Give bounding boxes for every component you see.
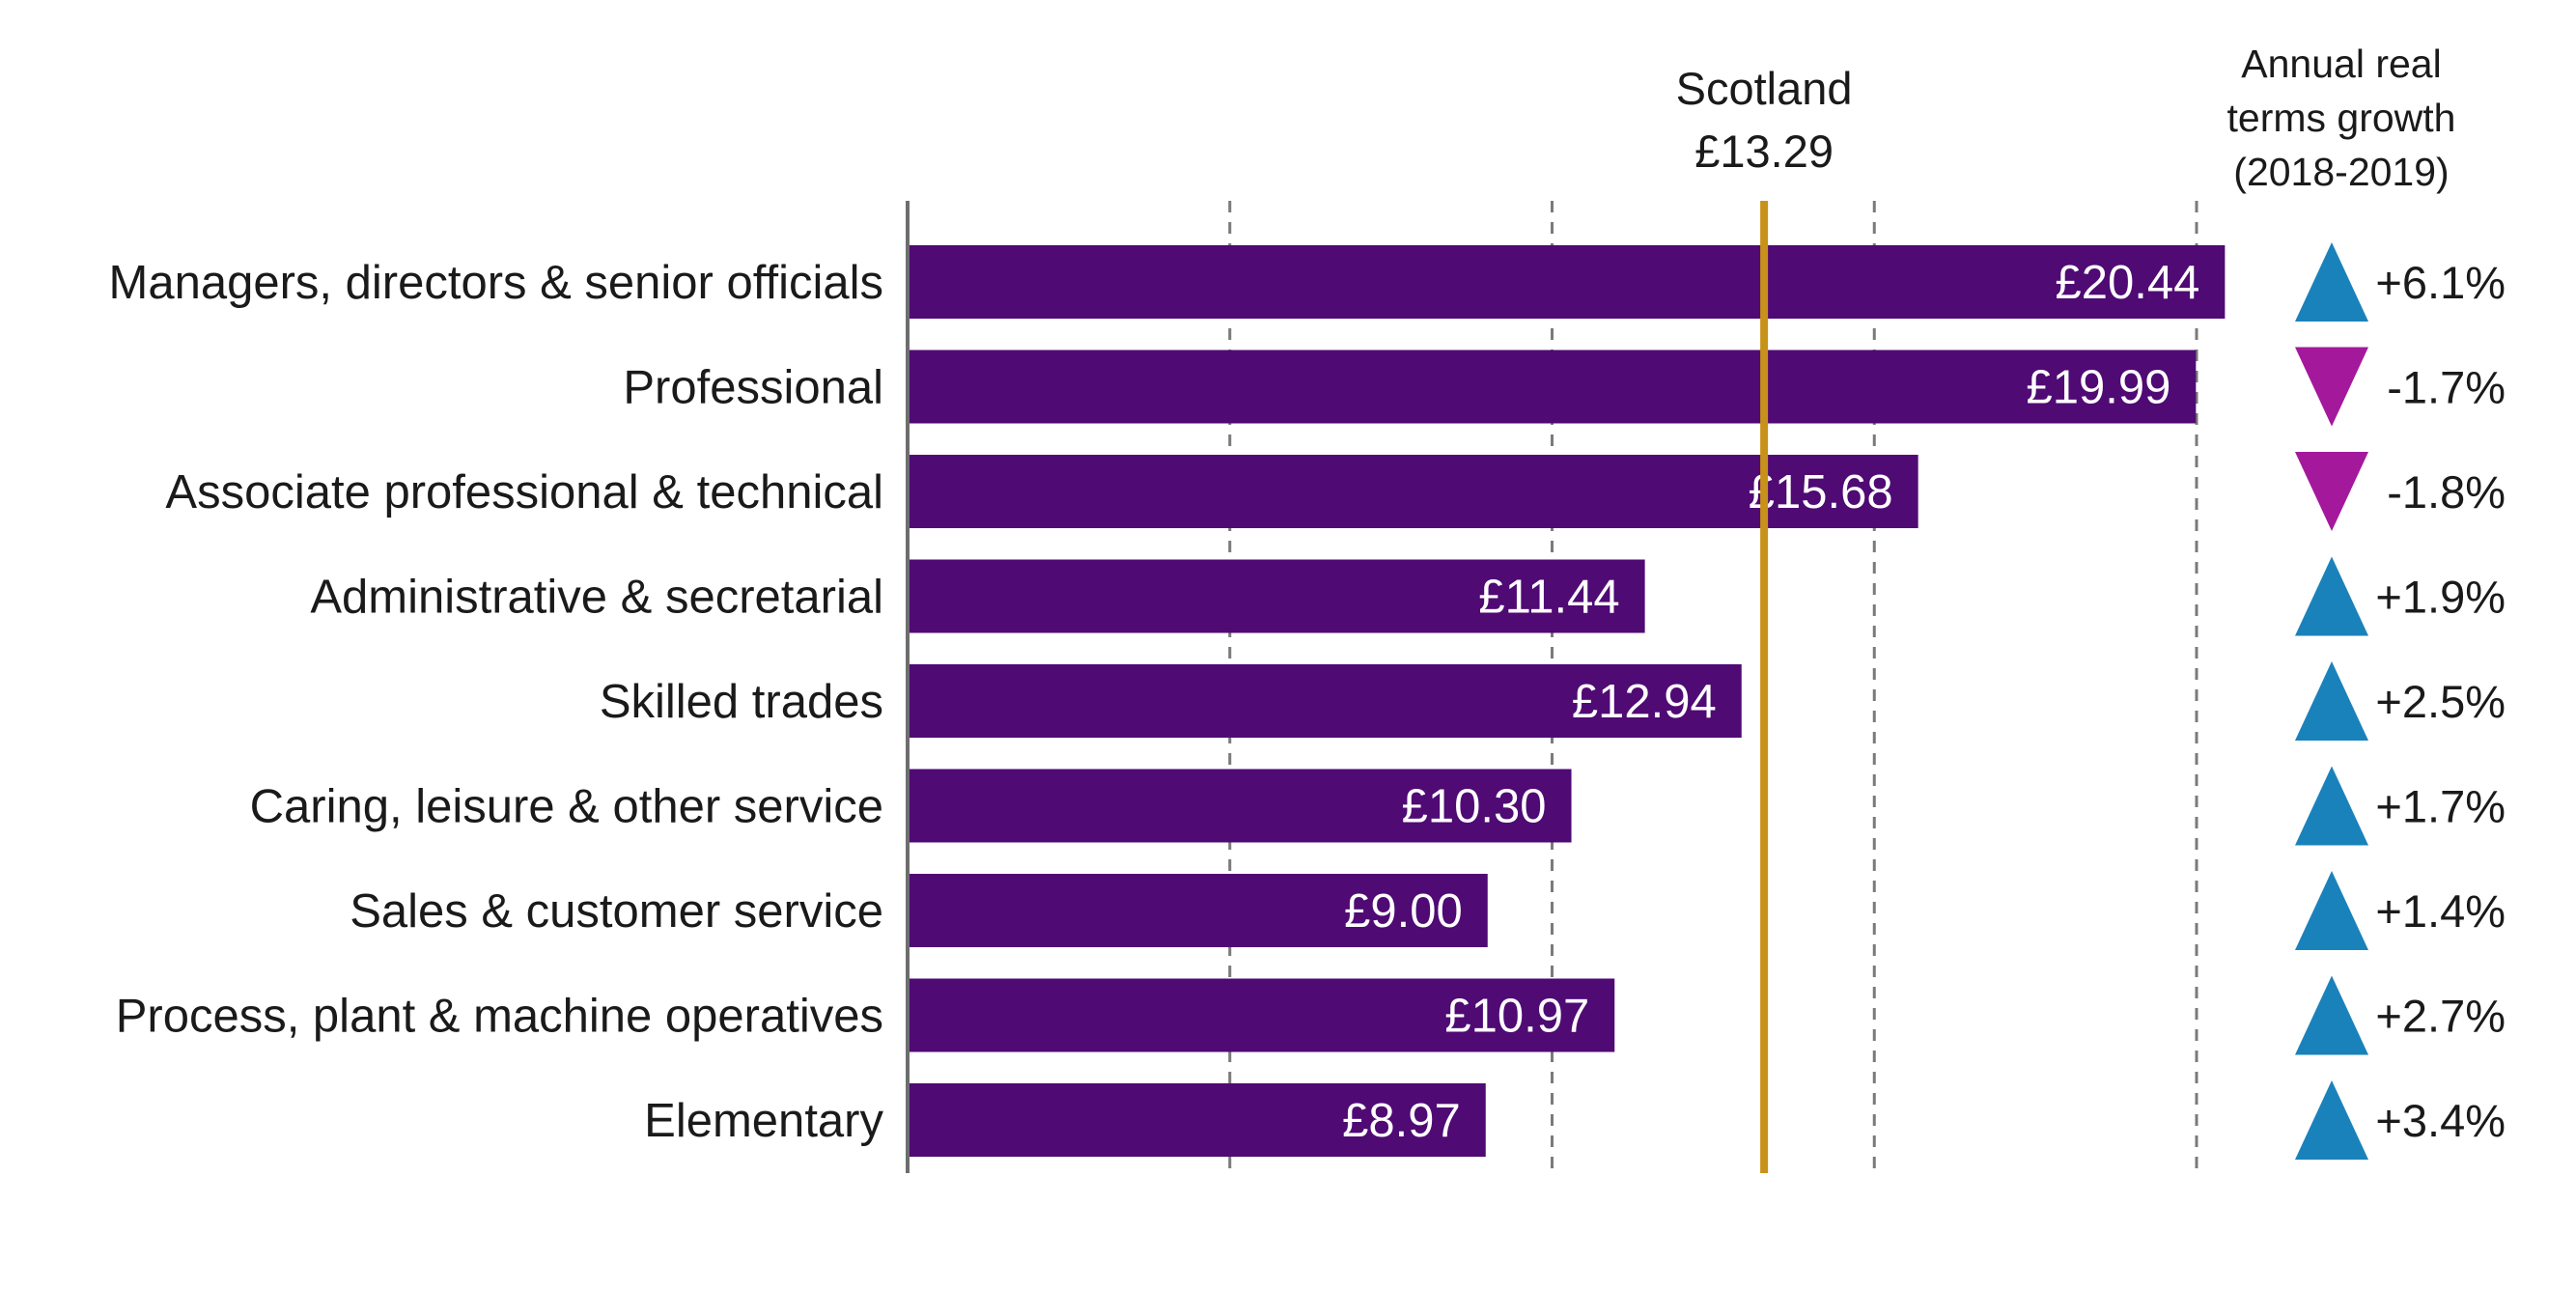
growth-header-line-1: Annual real bbox=[2241, 42, 2441, 86]
bar-value-label: £10.97 bbox=[1444, 991, 1589, 1043]
bar bbox=[908, 664, 1742, 738]
up-arrow-icon bbox=[2295, 661, 2368, 741]
growth-value-label: +3.4% bbox=[2375, 1095, 2506, 1146]
bar bbox=[908, 350, 2197, 424]
down-arrow-icon bbox=[2295, 347, 2368, 427]
up-arrow-icon bbox=[2295, 975, 2368, 1055]
bar-value-label: £8.97 bbox=[1342, 1095, 1461, 1147]
reference-line-value: £13.29 bbox=[1694, 126, 1834, 177]
bar bbox=[908, 455, 1918, 528]
bar-value-label: £20.44 bbox=[2055, 257, 2199, 309]
bar bbox=[908, 245, 2226, 319]
up-arrow-icon bbox=[2295, 242, 2368, 322]
bar-value-label: £12.94 bbox=[1572, 676, 1717, 728]
bar-value-label: £15.68 bbox=[1749, 466, 1893, 518]
bar bbox=[908, 559, 1645, 633]
bar bbox=[908, 978, 1615, 1052]
growth-value-label: +1.7% bbox=[2375, 781, 2506, 832]
up-arrow-icon bbox=[2295, 1080, 2368, 1160]
bar bbox=[908, 874, 1488, 947]
growth-value-label: +6.1% bbox=[2375, 257, 2506, 308]
growth-value-label: +1.4% bbox=[2375, 885, 2506, 937]
bar-value-label: £9.00 bbox=[1344, 885, 1463, 938]
category-label: Administrative & secretarial bbox=[310, 572, 883, 624]
category-label: Associate professional & technical bbox=[165, 466, 883, 518]
category-label: Skilled trades bbox=[600, 676, 883, 728]
category-label: Managers, directors & senior officials bbox=[109, 257, 884, 309]
growth-value-label: +1.9% bbox=[2375, 572, 2506, 623]
growth-column-header: Annual real terms growth (2018-2019) bbox=[2227, 42, 2456, 194]
category-label: Process, plant & machine operatives bbox=[116, 991, 883, 1043]
bar bbox=[908, 1083, 1486, 1157]
growth-value-label: -1.8% bbox=[2387, 466, 2506, 518]
up-arrow-icon bbox=[2295, 556, 2368, 636]
up-arrow-icon bbox=[2295, 871, 2368, 950]
bar-value-label: £10.30 bbox=[1402, 781, 1547, 833]
reference-line-name: Scotland bbox=[1676, 63, 1853, 114]
growth-header-line-3: (2018-2019) bbox=[2233, 150, 2449, 194]
growth-header-line-2: terms growth bbox=[2227, 96, 2456, 140]
growth-value-label: +2.5% bbox=[2375, 676, 2506, 727]
category-label: Professional bbox=[623, 362, 883, 414]
growth-value-label: +2.7% bbox=[2375, 991, 2506, 1042]
category-label: Sales & customer service bbox=[350, 885, 883, 938]
bar-value-label: £19.99 bbox=[2026, 362, 2170, 414]
bar-value-label: £11.44 bbox=[1478, 572, 1619, 624]
bar bbox=[908, 769, 1572, 843]
growth-value-label: -1.7% bbox=[2387, 362, 2506, 413]
down-arrow-icon bbox=[2295, 452, 2368, 531]
category-label: Caring, leisure & other service bbox=[250, 781, 883, 833]
up-arrow-icon bbox=[2295, 766, 2368, 846]
category-label: Elementary bbox=[644, 1095, 883, 1147]
growth-layer: +6.1% -1.7% -1.8% +1.9% +2.5% +1.7% +1.4% +2.7%… bbox=[2295, 242, 2506, 1160]
bars-layer: Managers, directors & senior officials £2… bbox=[109, 245, 2226, 1157]
